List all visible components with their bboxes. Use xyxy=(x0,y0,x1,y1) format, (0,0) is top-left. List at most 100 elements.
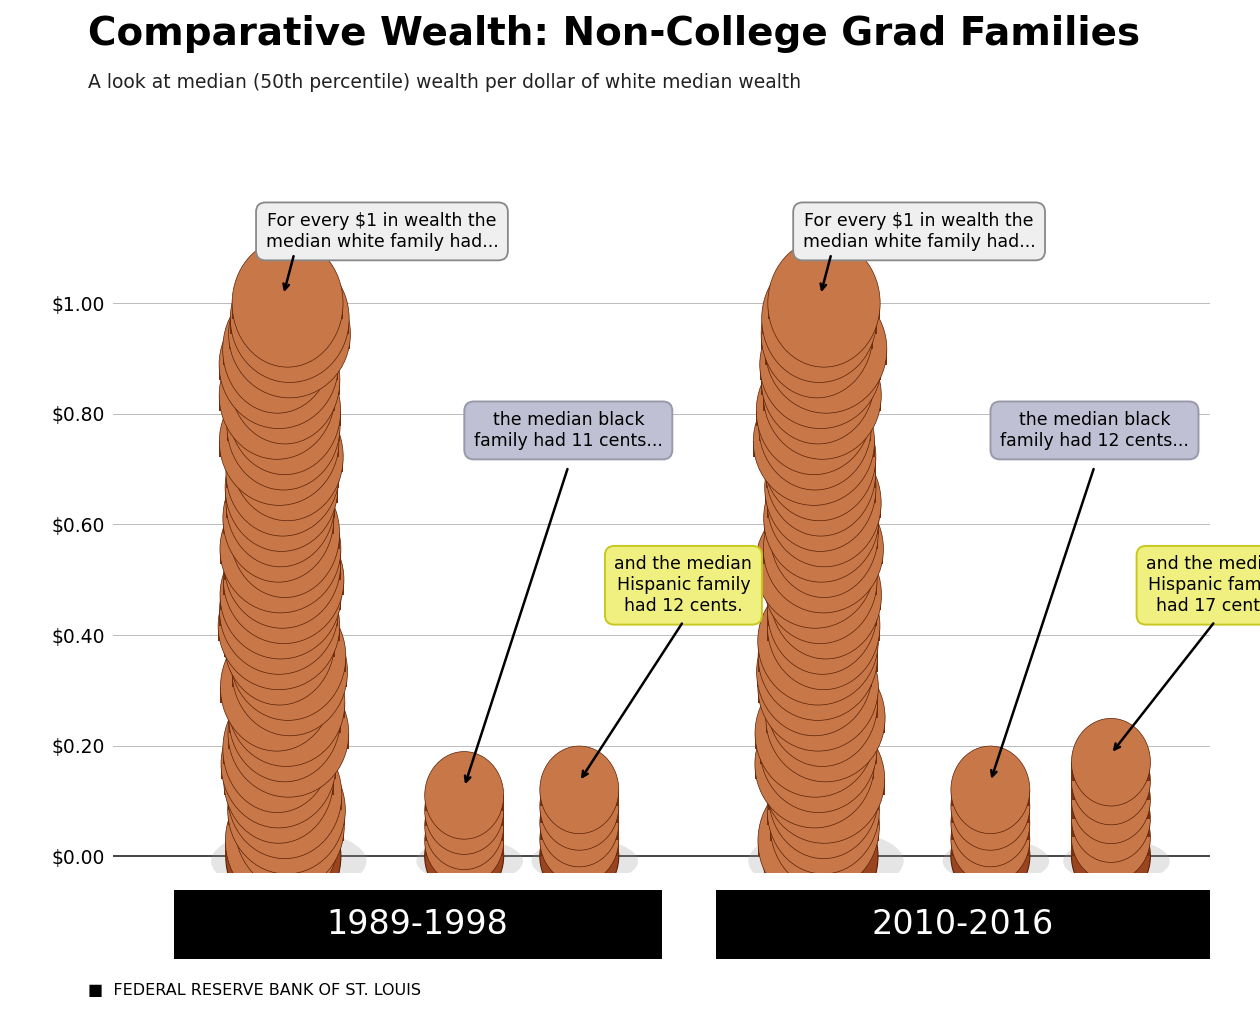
Text: the median black
family had 12 cents...: the median black family had 12 cents... xyxy=(1000,411,1189,450)
Polygon shape xyxy=(951,823,960,839)
Polygon shape xyxy=(951,806,960,823)
Polygon shape xyxy=(280,657,306,672)
Polygon shape xyxy=(864,749,877,764)
Polygon shape xyxy=(220,549,233,564)
Polygon shape xyxy=(220,764,233,779)
Polygon shape xyxy=(859,672,872,687)
Ellipse shape xyxy=(229,654,340,782)
Ellipse shape xyxy=(228,669,349,797)
Polygon shape xyxy=(425,840,504,857)
Ellipse shape xyxy=(767,747,879,874)
Ellipse shape xyxy=(220,624,333,751)
Ellipse shape xyxy=(220,531,341,659)
Polygon shape xyxy=(425,825,433,840)
Polygon shape xyxy=(277,380,302,396)
Ellipse shape xyxy=(231,592,345,720)
Ellipse shape xyxy=(425,782,504,870)
Polygon shape xyxy=(331,304,343,319)
Polygon shape xyxy=(495,825,504,840)
Polygon shape xyxy=(866,641,878,657)
Polygon shape xyxy=(814,396,840,411)
Ellipse shape xyxy=(219,547,339,674)
Ellipse shape xyxy=(1071,738,1150,824)
Polygon shape xyxy=(810,687,837,702)
Polygon shape xyxy=(1071,818,1150,837)
Polygon shape xyxy=(1071,800,1080,818)
Polygon shape xyxy=(759,657,771,672)
Polygon shape xyxy=(459,810,476,825)
Polygon shape xyxy=(273,487,299,502)
Polygon shape xyxy=(273,502,297,519)
Ellipse shape xyxy=(226,792,341,920)
Polygon shape xyxy=(324,764,336,779)
Polygon shape xyxy=(985,823,1003,839)
Polygon shape xyxy=(224,564,237,580)
Polygon shape xyxy=(331,702,345,718)
Polygon shape xyxy=(232,304,343,319)
Polygon shape xyxy=(270,349,295,364)
Polygon shape xyxy=(810,657,837,672)
Polygon shape xyxy=(767,610,877,626)
Ellipse shape xyxy=(764,393,876,521)
Polygon shape xyxy=(232,672,244,687)
Polygon shape xyxy=(808,426,833,442)
Polygon shape xyxy=(753,442,874,457)
Polygon shape xyxy=(329,718,340,734)
Polygon shape xyxy=(270,396,295,411)
Polygon shape xyxy=(228,411,241,426)
Ellipse shape xyxy=(220,485,341,612)
Polygon shape xyxy=(272,595,300,610)
Polygon shape xyxy=(326,442,339,457)
Ellipse shape xyxy=(761,316,874,444)
Polygon shape xyxy=(328,472,339,487)
Polygon shape xyxy=(218,626,340,641)
Ellipse shape xyxy=(234,762,344,889)
Polygon shape xyxy=(281,334,309,349)
Polygon shape xyxy=(232,457,243,472)
Polygon shape xyxy=(764,457,876,472)
Polygon shape xyxy=(867,795,878,810)
Polygon shape xyxy=(228,334,350,349)
Polygon shape xyxy=(766,472,777,487)
Polygon shape xyxy=(459,840,476,857)
Ellipse shape xyxy=(219,332,335,459)
Polygon shape xyxy=(232,457,343,472)
Polygon shape xyxy=(1105,781,1124,800)
Polygon shape xyxy=(766,718,779,734)
Polygon shape xyxy=(224,641,335,657)
Ellipse shape xyxy=(226,424,338,552)
Ellipse shape xyxy=(226,409,339,536)
Polygon shape xyxy=(764,549,883,564)
Polygon shape xyxy=(813,364,839,380)
Ellipse shape xyxy=(1063,839,1169,883)
Polygon shape xyxy=(224,564,340,580)
Polygon shape xyxy=(815,610,839,626)
Text: A look at median (50th percentile) wealth per dollar of white median wealth: A look at median (50th percentile) wealt… xyxy=(88,73,801,92)
Polygon shape xyxy=(866,702,877,718)
Polygon shape xyxy=(228,810,241,825)
Ellipse shape xyxy=(764,485,883,612)
Polygon shape xyxy=(228,702,241,718)
Polygon shape xyxy=(759,657,877,672)
Polygon shape xyxy=(873,349,887,364)
Polygon shape xyxy=(756,564,769,580)
Text: 2010-2016: 2010-2016 xyxy=(872,908,1055,940)
Polygon shape xyxy=(228,795,341,810)
Ellipse shape xyxy=(224,500,340,629)
Polygon shape xyxy=(764,396,881,411)
Polygon shape xyxy=(864,657,877,672)
Polygon shape xyxy=(328,426,340,442)
Ellipse shape xyxy=(219,301,339,429)
Polygon shape xyxy=(767,702,877,718)
Polygon shape xyxy=(1071,818,1080,837)
Polygon shape xyxy=(539,806,548,823)
Polygon shape xyxy=(816,534,842,549)
Polygon shape xyxy=(276,426,301,442)
Polygon shape xyxy=(815,549,842,564)
Ellipse shape xyxy=(231,470,339,597)
Polygon shape xyxy=(859,426,872,442)
Polygon shape xyxy=(425,825,504,840)
Polygon shape xyxy=(495,810,504,825)
Polygon shape xyxy=(808,564,834,580)
Polygon shape xyxy=(1021,823,1029,839)
